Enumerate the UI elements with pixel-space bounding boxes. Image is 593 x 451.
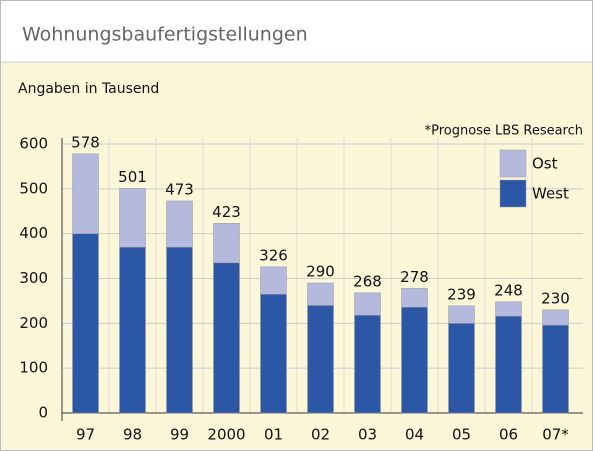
bar-segment	[354, 315, 381, 414]
subtitle: Angaben in Tausend	[18, 81, 159, 97]
chart-title: Wohnungsbaufertigstellungen	[22, 24, 308, 46]
bar-segment	[213, 262, 240, 414]
x-tick-label: 02	[311, 426, 330, 444]
legend-swatch	[499, 149, 527, 178]
total-label: 501	[118, 168, 147, 186]
legend-label: West	[532, 185, 569, 203]
x-tick-label: 2000	[207, 426, 245, 444]
x-tick-label: 01	[264, 426, 283, 444]
x-tick-label: 03	[358, 426, 377, 444]
y-tick-label: 0	[38, 404, 48, 422]
x-tick-label: 06	[499, 426, 518, 444]
bar-segment	[213, 223, 240, 264]
bar-segment	[119, 246, 146, 414]
total-label: 473	[165, 180, 194, 198]
total-label: 578	[71, 133, 100, 151]
x-tick-label: 99	[170, 426, 189, 444]
bar-segment	[260, 266, 287, 295]
bar-segment	[401, 288, 428, 308]
total-label: 230	[541, 289, 570, 307]
bar-segment	[260, 293, 287, 414]
bar-segment	[307, 305, 334, 414]
total-label: 326	[259, 246, 288, 264]
legend-label: Ost	[532, 155, 558, 173]
bar-segment	[166, 246, 193, 414]
bar-segment	[542, 309, 569, 326]
y-tick-label: 500	[19, 179, 48, 197]
y-tick-label: 600	[19, 135, 48, 153]
total-label: 278	[400, 268, 429, 286]
bar-segment	[542, 324, 569, 414]
bar-segment	[495, 301, 522, 317]
bar-segment	[119, 188, 146, 248]
x-tick-label: 05	[452, 426, 471, 444]
bar-segment	[354, 292, 381, 316]
bar-segment	[307, 282, 334, 306]
total-label: 423	[212, 203, 241, 221]
y-tick-label: 300	[19, 269, 48, 287]
bar-segment	[166, 200, 193, 248]
x-tick-label: 07*	[542, 426, 569, 444]
total-label: 268	[353, 272, 382, 290]
y-tick-label: 100	[19, 359, 48, 377]
bar-segment	[448, 323, 475, 414]
bar-segment	[72, 233, 99, 414]
bar-segment	[72, 153, 99, 234]
x-tick-label: 04	[405, 426, 424, 444]
total-label: 290	[306, 262, 335, 280]
annotation: *Prognose LBS Research	[425, 124, 583, 139]
total-label: 248	[494, 281, 523, 299]
bar-segment	[401, 306, 428, 414]
x-tick-label: 98	[123, 426, 142, 444]
bar-segment	[495, 315, 522, 414]
x-tick-label: 97	[76, 426, 95, 444]
total-label: 239	[447, 285, 476, 303]
y-tick-label: 400	[19, 224, 48, 242]
bar-segment	[448, 305, 475, 324]
legend-swatch	[499, 179, 527, 208]
y-tick-label: 200	[19, 314, 48, 332]
